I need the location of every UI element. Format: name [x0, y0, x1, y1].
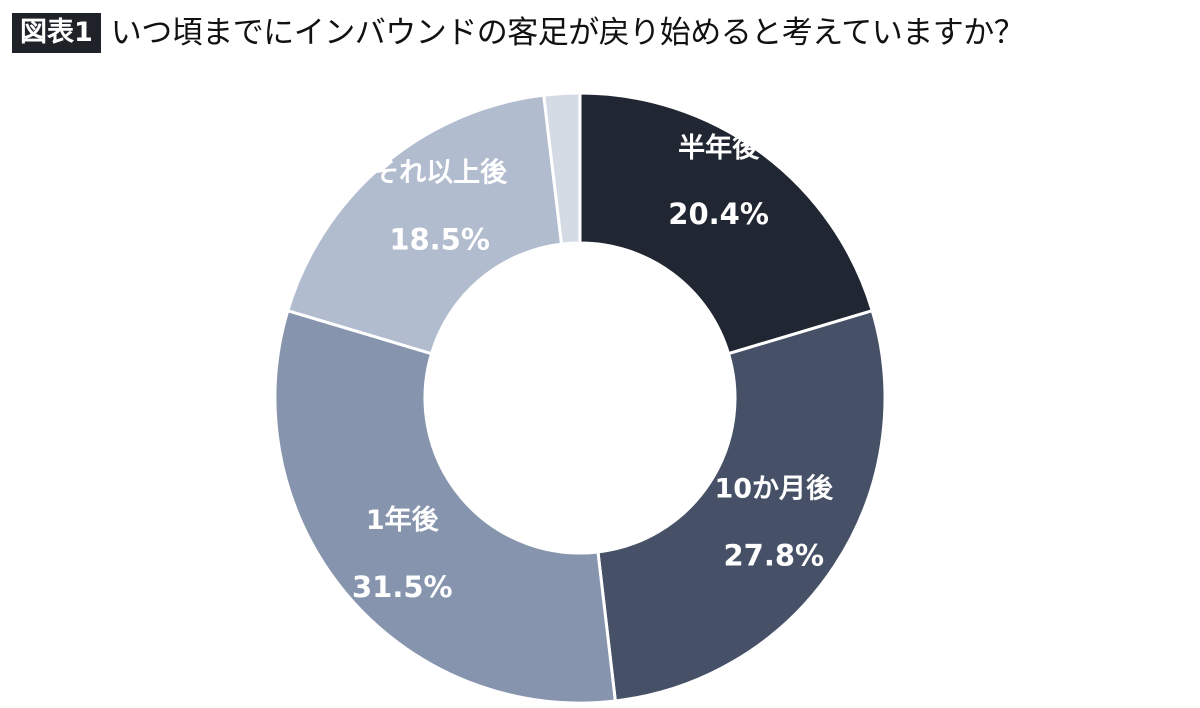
slice-other — [542, 91, 582, 246]
slice-category-label: 1年後 — [366, 504, 440, 536]
figure-label-badge: 図表1 — [12, 13, 101, 53]
title-row: 図表1 いつ頃までにインバウンドの客足が戻り始めると考えていますか？ — [12, 10, 1025, 56]
chart-title: いつ頃までにインバウンドの客足が戻り始めると考えていますか？ — [110, 15, 1025, 51]
label-1-year: 1年後 31.5% — [352, 504, 453, 604]
slice-1-year — [273, 308, 618, 705]
label-longer: それ以上後 18.5% — [372, 157, 508, 256]
slice-category-label: それ以上後 — [372, 157, 508, 188]
slice-value-label: 1.9% — [522, 52, 602, 86]
slice-category-label: 半年後 — [678, 132, 760, 164]
donut-slices — [273, 91, 887, 705]
slice-longer — [285, 93, 564, 356]
slice-category-label: その他 — [522, 0, 603, 21]
slice-value-label: 27.8% — [723, 539, 824, 573]
slice-value-label: 18.5% — [389, 222, 490, 256]
slice-half-year — [578, 91, 875, 356]
slice-10-months — [596, 308, 887, 703]
slice-value-label: 31.5% — [352, 570, 453, 604]
slice-value-label: 20.4% — [668, 197, 769, 231]
label-10-months: 10か月後 27.8% — [714, 474, 834, 573]
slice-labels: 半年後 20.4% 10か月後 27.8% 1年後 31.5% それ以上後 18.5% その他 1… — [352, 0, 834, 604]
label-other: その他 1.9% — [522, 0, 603, 86]
slice-category-label: 10か月後 — [714, 474, 834, 505]
label-half-year: 半年後 20.4% — [668, 132, 769, 231]
